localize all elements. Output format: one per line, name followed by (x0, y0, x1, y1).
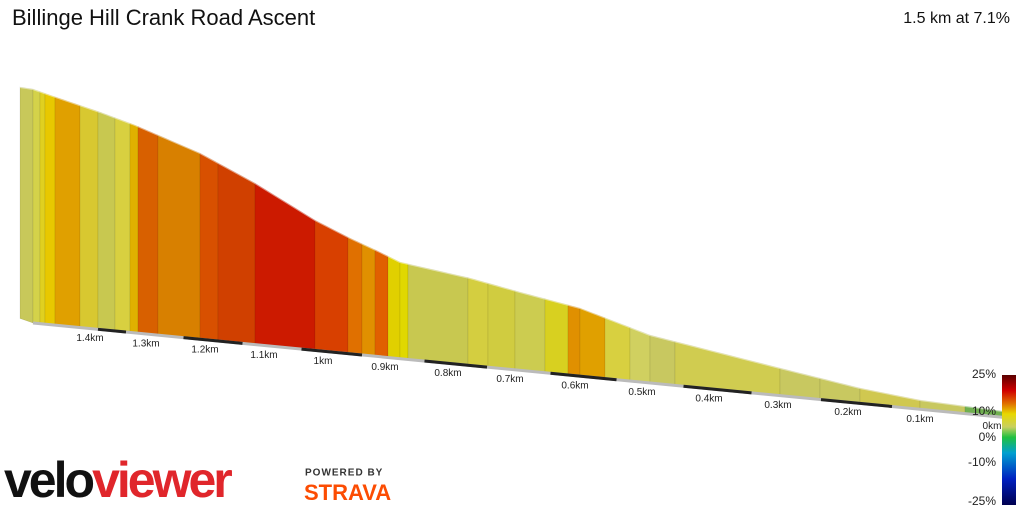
logo-velo: velo (4, 452, 94, 508)
profile-segments (19, 86, 1011, 419)
segment (347, 236, 363, 356)
distance-label: 1.3km (132, 339, 159, 350)
segment (514, 290, 546, 374)
segment (629, 326, 651, 384)
distance-label: 1.1km (250, 350, 277, 361)
segment (544, 298, 569, 376)
km-segment (97, 327, 127, 334)
logo-viewer: viewer (92, 452, 232, 508)
legend-label: -25% (968, 494, 996, 508)
segment (579, 307, 606, 379)
segment (604, 317, 631, 382)
segment (361, 243, 376, 357)
km-segment (820, 398, 893, 408)
segment (32, 88, 41, 325)
distance-label: 1km (314, 356, 333, 367)
summary: 1.5 km at 7.1% (903, 10, 1010, 27)
distance-label: 0.1km (906, 414, 933, 425)
km-segment (424, 359, 488, 369)
segment (39, 91, 46, 325)
segment (97, 110, 116, 332)
segment (157, 134, 201, 340)
distance-label: 0.7km (496, 374, 523, 385)
segment (254, 182, 316, 351)
segment (374, 249, 389, 358)
distance-label: 0.9km (371, 362, 398, 373)
segment (387, 255, 401, 360)
distance-label: 0.4km (695, 393, 722, 404)
distance-label: 0km (983, 421, 1002, 432)
distance-label: 0.8km (434, 368, 461, 379)
segment (399, 261, 409, 360)
distance-label: 0.5km (628, 387, 655, 398)
legend-label: 10% (972, 404, 996, 418)
segment (649, 334, 676, 386)
legend-label: 0% (979, 430, 997, 444)
distance-label: 0.3km (764, 400, 791, 411)
distance-label: 1.2km (191, 344, 218, 355)
segment (129, 122, 139, 334)
strava: STRAVA (304, 480, 391, 505)
km-segment (550, 371, 617, 382)
baseline: 1.4km 1.3km 1.2km 1.1km 1km 0.9km 0.8km 0.7km 0.… (32, 321, 1011, 432)
km-segment (301, 347, 363, 357)
segment (54, 96, 81, 328)
segment (487, 282, 516, 371)
segment (79, 104, 99, 330)
distance-label: 0.2km (834, 407, 861, 418)
gradient-scale (1002, 375, 1016, 505)
segment (44, 92, 56, 326)
segment (407, 263, 469, 366)
legend-label: -10% (968, 455, 996, 469)
title: Billinge Hill Crank Road Ascent (12, 5, 315, 30)
segment (567, 304, 581, 377)
km-segment (683, 384, 752, 395)
distance-label: 1.4km (76, 333, 103, 344)
km-segment (183, 336, 243, 345)
profile-edge (19, 86, 1011, 413)
segment (114, 117, 131, 333)
segment (137, 125, 159, 336)
legend-label: 25% (972, 367, 996, 381)
segment (19, 86, 34, 324)
segment (314, 219, 349, 354)
segment (217, 162, 256, 345)
segment (199, 152, 219, 342)
segment (467, 277, 489, 368)
powered-by: POWERED BY (305, 468, 383, 479)
distance-label: 0.6km (561, 380, 588, 391)
logo: veloviewer (4, 452, 232, 508)
